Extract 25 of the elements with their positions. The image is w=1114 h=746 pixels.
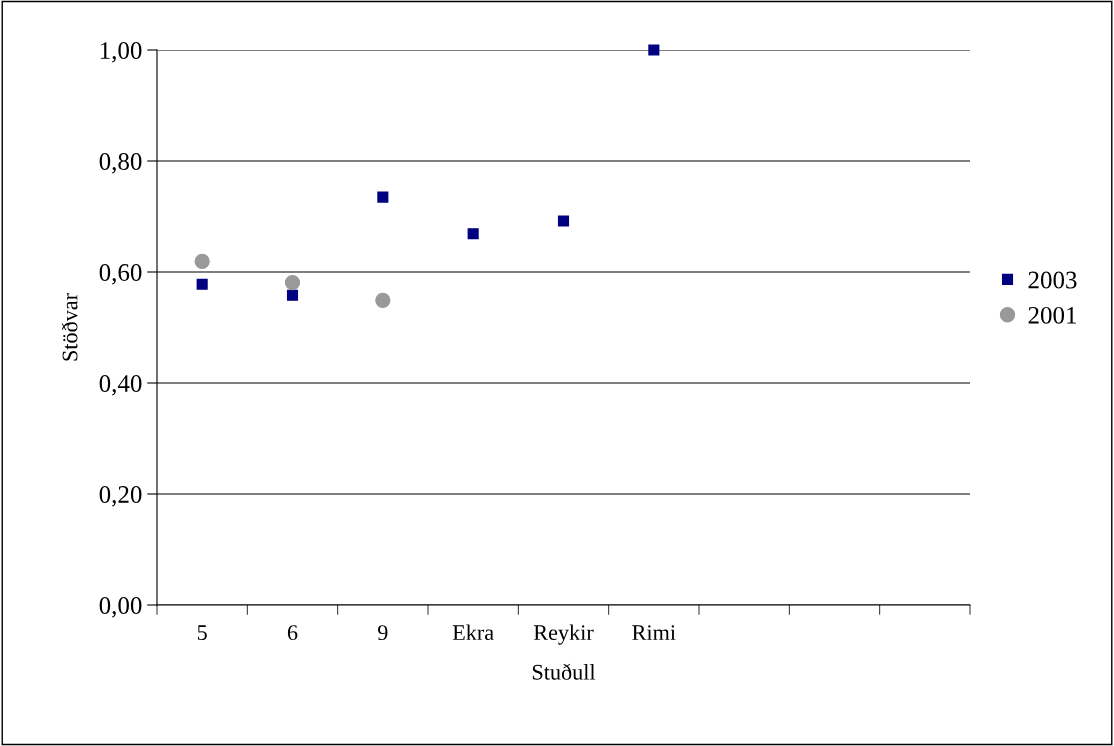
x-tick-label: Rimi <box>632 625 676 640</box>
x-tick-label: 5 <box>197 625 207 641</box>
y-tick-label: 0,20 <box>99 486 142 507</box>
x-tick-label: 6 <box>287 625 298 641</box>
point <box>557 215 570 227</box>
x-axis-title: Stuðull <box>532 663 596 680</box>
y-axis-title: Stöðvar <box>61 293 78 361</box>
point <box>648 44 660 56</box>
y-tick-label: 0,40 <box>99 375 142 396</box>
point <box>467 228 479 240</box>
point <box>377 191 389 203</box>
point <box>194 253 210 270</box>
x-tick-label: Ekra <box>452 624 494 641</box>
point <box>196 278 208 290</box>
y-tick-label: 1,00 <box>100 42 142 63</box>
legend-label: 2003 <box>1028 271 1077 289</box>
point <box>284 274 301 291</box>
point <box>286 289 299 301</box>
point <box>375 292 391 308</box>
y-tick-label: 0,00 <box>99 597 142 618</box>
legend-label: 2001 <box>1028 306 1076 324</box>
x-tick-label: Reykir <box>533 624 594 645</box>
x-tick-label: 9 <box>377 625 388 641</box>
y-tick-label: 0,80 <box>99 153 142 174</box>
y-tick-label: 0,60 <box>99 264 142 285</box>
